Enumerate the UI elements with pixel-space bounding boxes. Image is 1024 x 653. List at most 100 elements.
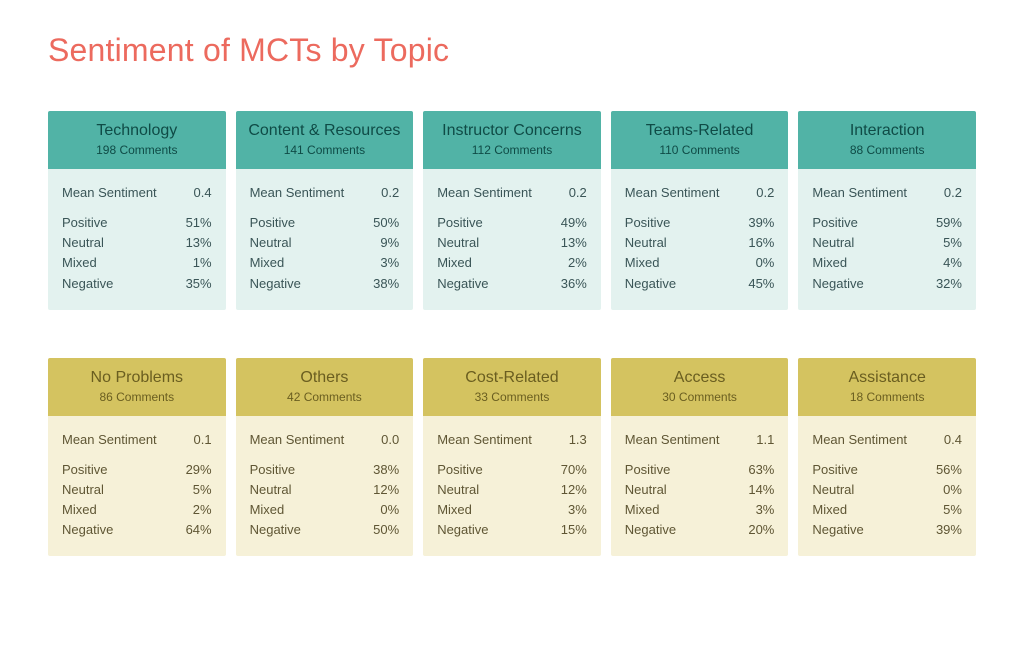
stat-label: Positive xyxy=(812,213,858,233)
stat-neutral: Neutral 12% xyxy=(250,480,400,500)
stat-positive: Positive 39% xyxy=(625,213,775,233)
card-header: Cost-Related33 Comments xyxy=(423,358,601,416)
stat-value: 0% xyxy=(380,500,399,520)
stat-mean: Mean Sentiment 0.2 xyxy=(250,183,400,203)
stat-positive: Positive51% xyxy=(62,213,212,233)
card-comments: 18 Comments xyxy=(804,390,970,404)
stat-neutral: Neutral9% xyxy=(250,233,400,253)
card-title: Interaction xyxy=(804,121,970,141)
stat-value: 3% xyxy=(756,500,775,520)
stat-value: 35% xyxy=(186,274,212,294)
topic-card: Cost-Related33 CommentsMean Sentiment1.3… xyxy=(423,358,601,557)
stat-value: 5% xyxy=(943,233,962,253)
stat-positive: Positive 70% xyxy=(437,460,587,480)
stat-value: 0.4 xyxy=(194,183,212,203)
card-header: Technology198 Comments xyxy=(48,111,226,169)
topic-card: Instructor Concerns112 CommentsMean Sent… xyxy=(423,111,601,310)
stat-label: Mean Sentiment xyxy=(250,183,345,203)
stat-label: Mixed xyxy=(625,253,660,273)
stat-value: 15% xyxy=(561,520,587,540)
stat-mixed: Mixed3% xyxy=(250,253,400,273)
stat-value: 1.3 xyxy=(569,430,587,450)
stat-value: 3% xyxy=(380,253,399,273)
stat-value: 0.2 xyxy=(381,183,399,203)
card-title: Assistance xyxy=(804,368,970,388)
stat-label: Neutral xyxy=(250,480,292,500)
card-title: Content & Resources xyxy=(242,121,408,141)
stat-value: 0.4 xyxy=(944,430,962,450)
stat-mixed: Mixed0% xyxy=(250,500,400,520)
stat-negative: Negative64% xyxy=(62,520,212,540)
topic-card: Content & Resources 141 Comments Mean Sent… xyxy=(236,111,414,310)
stat-value: 4% xyxy=(943,253,962,273)
topic-card: No Problems86 CommentsMean Sentiment0.1P… xyxy=(48,358,226,557)
stat-label: Neutral xyxy=(625,480,667,500)
stat-value: 13% xyxy=(186,233,212,253)
stat-value: 0.2 xyxy=(756,183,774,203)
stat-mixed: Mixed0% xyxy=(625,253,775,273)
stat-negative: Negative32% xyxy=(812,274,962,294)
topic-card: Interaction88 Comments Mean Sentiment0.2 P… xyxy=(798,111,976,310)
stat-positive: Positive 59% xyxy=(812,213,962,233)
stat-mixed: Mixed3% xyxy=(437,500,587,520)
stat-value: 70% xyxy=(561,460,587,480)
card-title: Others xyxy=(242,368,408,388)
card-comments: 141 Comments xyxy=(242,143,408,157)
card-comments: 33 Comments xyxy=(429,390,595,404)
stat-value: 45% xyxy=(748,274,774,294)
card-row-1: No Problems86 Comments Mean Sentiment 0.1 P… xyxy=(48,358,976,557)
stat-label: Negative xyxy=(812,274,863,294)
card-row-0: Technology198 CommentsMean Sentiment0.4P… xyxy=(48,111,976,310)
topic-card: Access30 CommentsMean Sentiment1.1Positi… xyxy=(611,358,789,557)
stat-value: 36% xyxy=(561,274,587,294)
stat-neutral: Neutral0% xyxy=(812,480,962,500)
stat-value: 49% xyxy=(561,213,587,233)
stat-value: 5% xyxy=(943,500,962,520)
stat-value: 12% xyxy=(373,480,399,500)
stat-neutral: Neutral16% xyxy=(625,233,775,253)
stat-mean: Mean Sentiment0.0 xyxy=(250,430,400,450)
card-comments: 110 Comments xyxy=(617,143,783,157)
stat-value: 50% xyxy=(373,213,399,233)
card-header: Content & Resources 141 Comments xyxy=(236,111,414,169)
stat-neutral: Neutral13% xyxy=(437,233,587,253)
stat-label: Neutral xyxy=(250,233,292,253)
stat-value: 0.2 xyxy=(944,183,962,203)
stat-value: 39% xyxy=(748,213,774,233)
stat-value: 38% xyxy=(373,460,399,480)
stat-mixed: Mixed1% xyxy=(62,253,212,273)
stat-label: Negative xyxy=(625,520,676,540)
stat-value: 56% xyxy=(936,460,962,480)
stat-mean: Mean Sentiment0.2 xyxy=(812,183,962,203)
stat-mean: Mean Sentiment0.4 xyxy=(62,183,212,203)
stat-negative: Negative50% xyxy=(250,520,400,540)
stat-label: Mean Sentiment xyxy=(625,183,720,203)
stat-negative: Negative 20% xyxy=(625,520,775,540)
stat-label: Positive xyxy=(437,460,483,480)
stat-label: Neutral xyxy=(625,233,667,253)
stat-value: 20% xyxy=(748,520,774,540)
stat-mean: Mean Sentiment0.4 xyxy=(812,430,962,450)
stat-label: Positive xyxy=(62,460,108,480)
stat-positive: Positive63% xyxy=(625,460,775,480)
stat-negative: Negative38% xyxy=(250,274,400,294)
card-body: Mean Sentiment0.1Positive29%Neutral5%Mix… xyxy=(48,416,226,557)
card-header: Interaction88 Comments xyxy=(798,111,976,169)
stat-value: 1.1 xyxy=(756,430,774,450)
card-body: Mean Sentiment1.1 Positive63%Neutral14%Mi… xyxy=(611,416,789,557)
stat-label: Negative xyxy=(250,274,301,294)
stat-value: 2% xyxy=(568,253,587,273)
stat-mean: Mean Sentiment1.1 xyxy=(625,430,775,450)
stat-value: 0.1 xyxy=(194,430,212,450)
stat-label: Positive xyxy=(625,460,671,480)
stat-label: Mixed xyxy=(62,253,97,273)
card-header: No Problems86 Comments xyxy=(48,358,226,416)
stat-value: 64% xyxy=(186,520,212,540)
card-body: Mean Sentiment 0.2 Positive 39%Neutral16%Mi… xyxy=(611,169,789,310)
stat-value: 50% xyxy=(373,520,399,540)
stat-label: Positive xyxy=(625,213,671,233)
stat-mixed: Mixed3% xyxy=(625,500,775,520)
stat-value: 59% xyxy=(936,213,962,233)
stat-neutral: Neutral14% xyxy=(625,480,775,500)
stat-label: Mean Sentiment xyxy=(250,430,345,450)
